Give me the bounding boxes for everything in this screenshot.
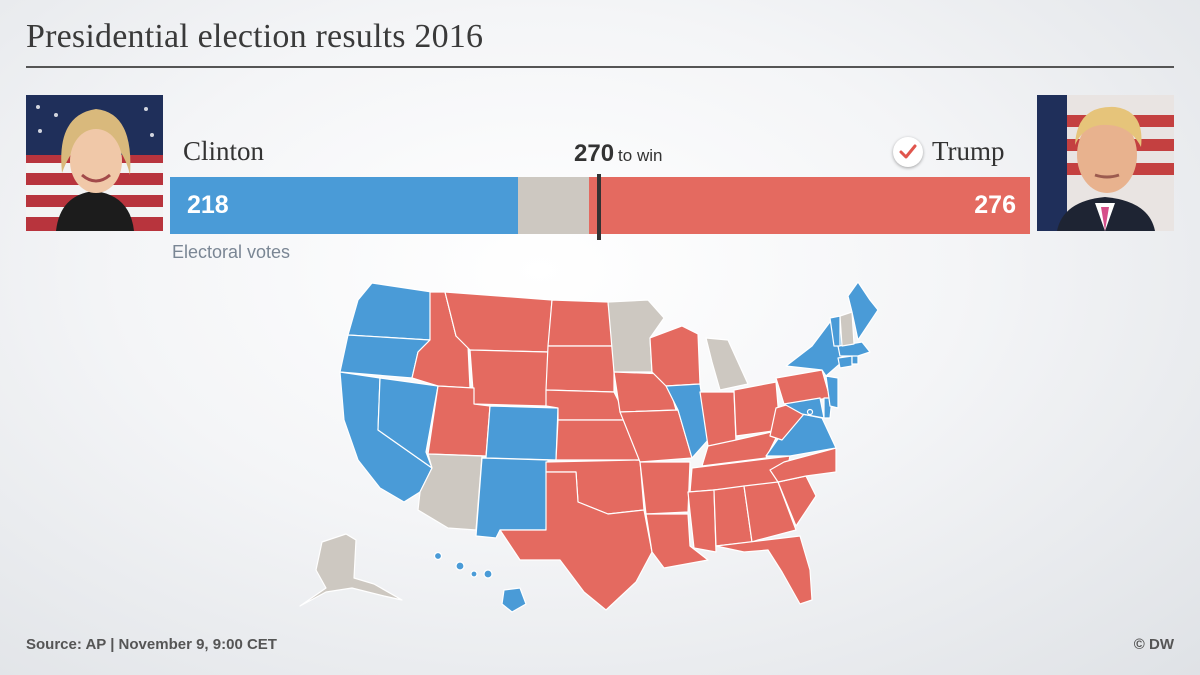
state-NV xyxy=(377,377,439,469)
electoral-votes-label: Electoral votes xyxy=(172,242,291,262)
state-GA xyxy=(743,481,797,543)
state-CO xyxy=(485,405,559,461)
state-WY xyxy=(469,349,549,407)
state-SD xyxy=(545,345,615,393)
trump-electoral-votes: 276 xyxy=(974,191,1016,219)
threshold-number: 270 xyxy=(574,140,615,167)
state-MS xyxy=(687,489,717,553)
state-WA xyxy=(347,282,433,341)
clinton-bar-segment xyxy=(170,177,519,234)
state-AK xyxy=(299,533,403,607)
state-LA xyxy=(645,513,709,569)
title-divider xyxy=(26,66,1174,68)
state-NM xyxy=(475,457,549,539)
state-DC xyxy=(806,408,814,416)
copyright-credit: © DW xyxy=(1133,636,1174,653)
clinton-name: Clinton xyxy=(183,136,265,166)
trump-bar-segment xyxy=(588,177,1030,234)
state-KY xyxy=(701,429,781,467)
state-MI xyxy=(705,337,749,391)
threshold-marker xyxy=(597,174,601,240)
state-TX xyxy=(499,471,653,611)
source-note: Source: AP | November 9, 9:00 CET xyxy=(26,636,277,653)
state-ND xyxy=(547,299,615,347)
state-HI xyxy=(433,551,527,613)
state-WI xyxy=(649,325,701,387)
state-NE xyxy=(545,389,629,421)
page-title: Presidential election results 2016 xyxy=(26,18,484,55)
winner-checkmark-icon xyxy=(893,137,923,167)
trump-photo xyxy=(1037,95,1174,231)
state-NJ xyxy=(825,375,839,409)
state-ME xyxy=(847,281,879,341)
state-FL xyxy=(715,535,813,605)
clinton-photo xyxy=(26,95,163,231)
state-NH xyxy=(839,311,855,347)
trump-name: Trump xyxy=(932,136,1005,166)
state-AR xyxy=(639,461,691,515)
threshold-label: 270 to win xyxy=(574,140,662,168)
state-IL xyxy=(665,383,709,459)
threshold-text: to win xyxy=(618,146,663,165)
state-VT xyxy=(829,315,841,347)
state-PA xyxy=(775,369,831,405)
clinton-electoral-votes: 218 xyxy=(187,191,229,219)
state-CT xyxy=(837,355,853,369)
